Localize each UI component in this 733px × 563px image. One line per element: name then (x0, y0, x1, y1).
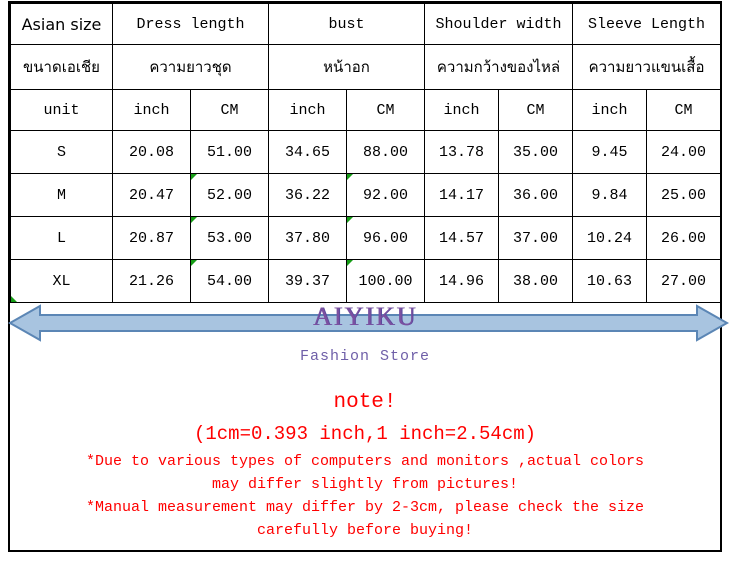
cell-shoulder-inch: 14.57 (424, 216, 500, 260)
cell-dress-length-cm: 52.00 (190, 173, 269, 217)
table-row: L 20.87 53.00 37.80 96.00 14.57 37.00 10… (10, 216, 722, 260)
unit-dress-length-cm: CM (190, 89, 269, 131)
unit-bust-inch: inch (268, 89, 347, 131)
cell-dress-length-inch: 20.47 (112, 173, 191, 217)
cell-bust-inch: 37.80 (268, 216, 347, 260)
header-sleeve-length: Sleeve Length (572, 3, 722, 45)
header-row-thai: ขนาดเอเชีย ความยาวชุด หน้าอก ความกว้างขอ… (10, 44, 722, 90)
unit-shoulder-cm: CM (498, 89, 574, 131)
header-dress-length: Dress length (112, 3, 269, 45)
cell-sleeve-cm: 25.00 (646, 173, 722, 217)
cell-shoulder-cm: 37.00 (498, 216, 574, 260)
header-bust: bust (267, 3, 426, 45)
cell-dress-length-inch: 20.87 (112, 216, 191, 260)
comment-marker-icon (191, 260, 197, 266)
cell-dress-length-inch: 21.26 (112, 259, 191, 303)
unit-sleeve-cm: CM (646, 89, 722, 131)
double-arrow-icon (7, 304, 730, 342)
cell-bust-cm: 88.00 (345, 130, 426, 174)
header-bust-thai: หน้าอก (267, 44, 426, 90)
cell-shoulder-cm: 35.00 (498, 130, 574, 174)
header-asian-size-thai: ขนาดเอเชีย (10, 44, 113, 90)
row-size-label: XL (10, 259, 113, 303)
cell-sleeve-cm: 27.00 (646, 259, 722, 303)
unit-label: unit (10, 89, 113, 131)
cell-sleeve-inch: 10.24 (572, 216, 648, 260)
note-line-3: *Manual measurement may differ by 2-3cm,… (85, 499, 645, 516)
unit-row: unit inch CM inch CM inch CM inch CM (10, 89, 722, 131)
header-shoulder-width-thai: ความกว้างของไหล่ (424, 44, 574, 90)
header-row-english: Asian size Dress length bust Shoulder wi… (10, 3, 722, 45)
header-shoulder-width: Shoulder width (424, 3, 574, 45)
cell-bust-inch: 34.65 (268, 130, 347, 174)
note-line-1: *Due to various types of computers and m… (85, 453, 645, 470)
cell-dress-length-inch: 20.08 (112, 130, 191, 174)
comment-marker-icon (191, 217, 197, 223)
row-size-label: L (10, 216, 113, 260)
note-title: note! (333, 391, 397, 414)
brand-tagline: Fashion Store (299, 348, 431, 365)
cell-bust-inch: 39.37 (268, 259, 347, 303)
comment-marker-icon (191, 174, 197, 180)
size-chart-table: Asian size Dress length bust Shoulder wi… (10, 3, 722, 303)
size-chart-sheet: Asian size Dress length bust Shoulder wi… (7, 1, 730, 552)
unit-bust-cm: CM (345, 89, 426, 131)
notes-block: note! (1cm=0.393 inch,1 inch=2.54cm) *Du… (10, 388, 720, 542)
cell-bust-cm: 100.00 (345, 259, 426, 303)
table-row: S 20.08 51.00 34.65 88.00 13.78 35.00 9.… (10, 130, 722, 174)
cell-shoulder-cm: 38.00 (498, 259, 574, 303)
unit-shoulder-inch: inch (424, 89, 500, 131)
cell-sleeve-inch: 10.63 (572, 259, 648, 303)
note-conversion: (1cm=0.393 inch,1 inch=2.54cm) (193, 423, 537, 445)
header-asian-size: Asian size (10, 3, 113, 45)
brand-name: AIYIKU (312, 302, 418, 331)
unit-sleeve-inch: inch (572, 89, 648, 131)
cell-bust-inch: 36.22 (268, 173, 347, 217)
cell-bust-cm: 96.00 (345, 216, 426, 260)
table-row: XL 21.26 54.00 39.37 100.00 14.96 38.00 … (10, 259, 722, 303)
cell-dress-length-cm: 51.00 (190, 130, 269, 174)
cell-sleeve-inch: 9.84 (572, 173, 648, 217)
table-row: M 20.47 52.00 36.22 92.00 14.17 36.00 9.… (10, 173, 722, 217)
cell-shoulder-inch: 14.96 (424, 259, 500, 303)
cell-shoulder-cm: 36.00 (498, 173, 574, 217)
header-sleeve-length-thai: ความยาวแขนเสื้อ (572, 44, 722, 90)
brand-banner: AIYIKU (7, 296, 730, 352)
cell-sleeve-cm: 24.00 (646, 130, 722, 174)
header-dress-length-thai: ความยาวชุด (112, 44, 269, 90)
note-line-4: carefully before buying! (256, 522, 474, 539)
cell-bust-cm: 92.00 (345, 173, 426, 217)
comment-marker-icon (347, 260, 353, 266)
row-size-label: S (10, 130, 113, 174)
note-line-2: may differ slightly from pictures! (211, 476, 519, 493)
row-size-label: M (10, 173, 113, 217)
cell-sleeve-inch: 9.45 (572, 130, 648, 174)
comment-marker-icon (11, 296, 17, 302)
cell-dress-length-cm: 53.00 (190, 216, 269, 260)
unit-dress-length-inch: inch (112, 89, 191, 131)
cell-shoulder-inch: 14.17 (424, 173, 500, 217)
cell-sleeve-cm: 26.00 (646, 216, 722, 260)
comment-marker-icon (347, 174, 353, 180)
cell-shoulder-inch: 13.78 (424, 130, 500, 174)
comment-marker-icon (347, 217, 353, 223)
